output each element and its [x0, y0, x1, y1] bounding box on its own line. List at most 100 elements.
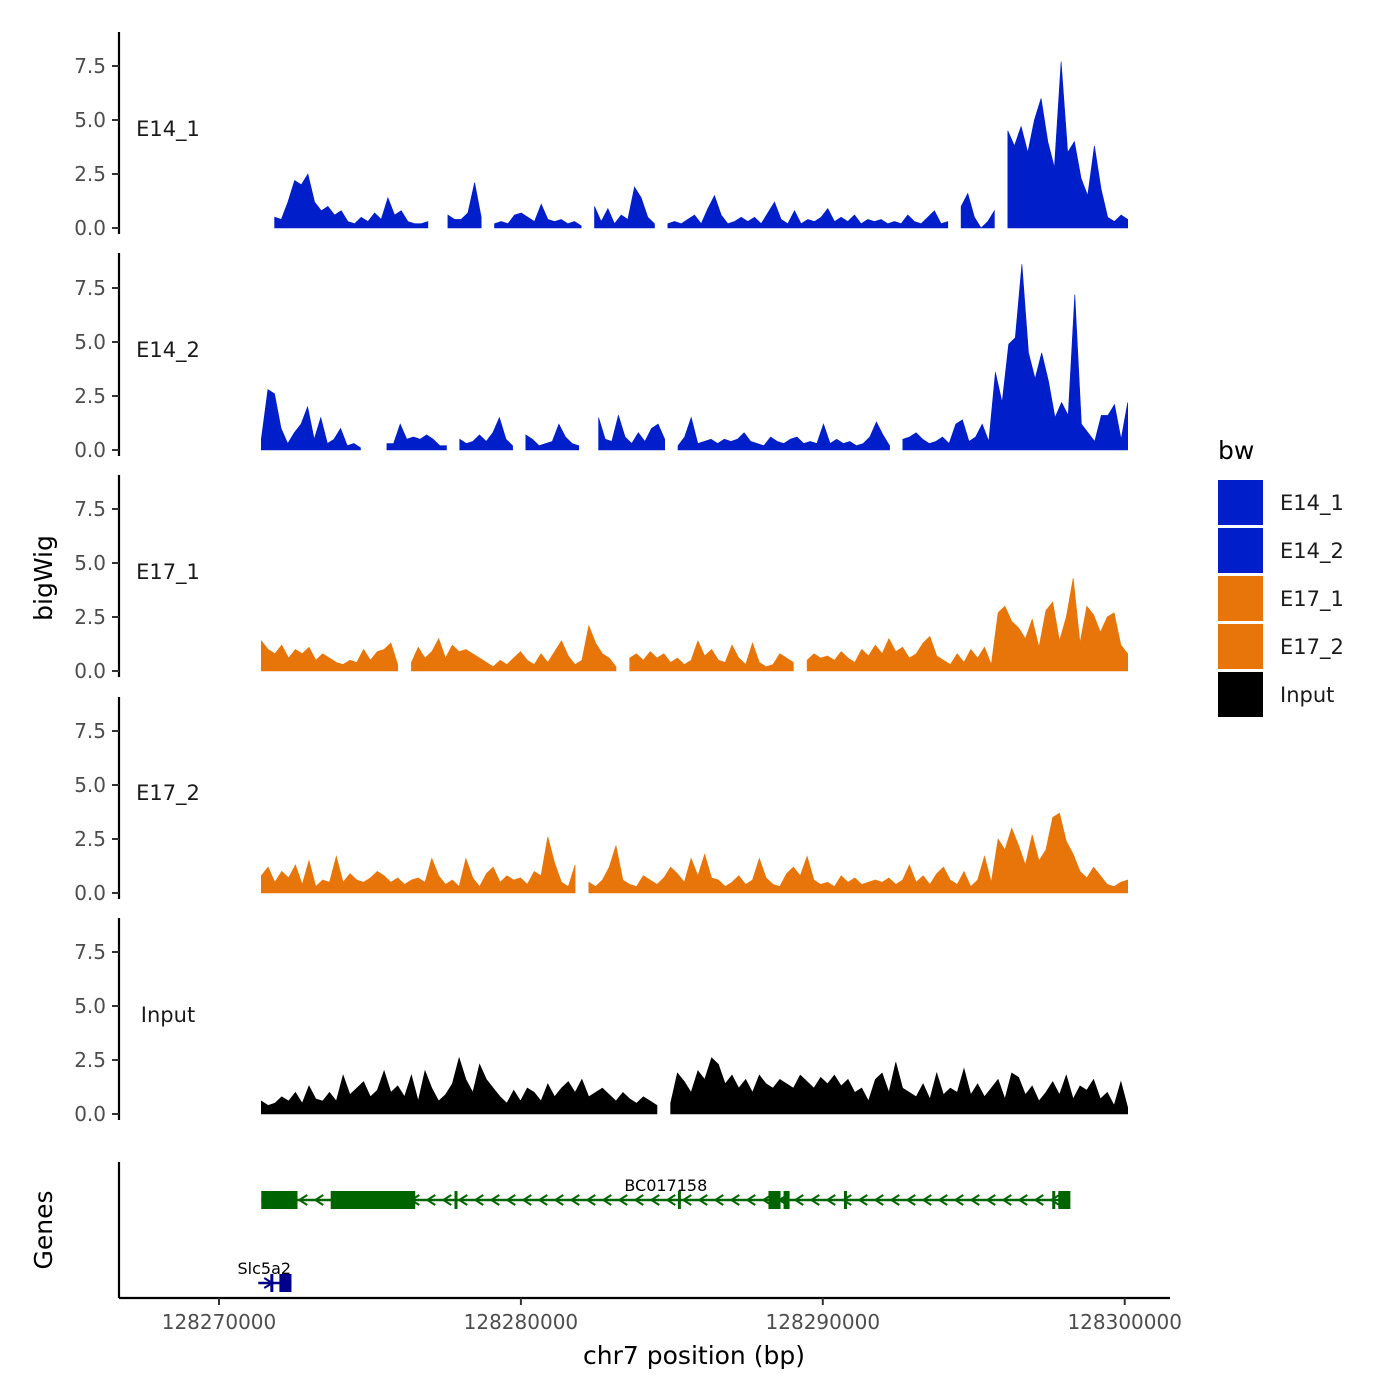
legend-label-Input: Input — [1280, 683, 1334, 707]
gene-exon-BC017158-0 — [261, 1191, 298, 1209]
gene-exon-Slc5a2-1 — [279, 1274, 292, 1292]
gene-strand-arrow-BC017158-21 — [601, 1194, 612, 1206]
y-tick-label-E14_1-2: 5.0 — [74, 108, 106, 132]
gene-strand-arrow-BC017158-38 — [873, 1194, 884, 1206]
gene-exon-Slc5a2-0 — [270, 1274, 274, 1292]
gene-strand-arrow-BC017158-28 — [713, 1194, 724, 1206]
gene-exon-BC017158-4 — [768, 1191, 781, 1209]
track-label-E17_2: E17_2 — [136, 781, 200, 806]
gene-strand-arrow-BC017158-34 — [809, 1194, 820, 1206]
x-tick-label-2: 128290000 — [766, 1310, 881, 1334]
gene-exon-BC017158-1 — [330, 1191, 416, 1209]
gene-label-BC017158: BC017158 — [624, 1176, 707, 1195]
legend-swatch-E17_1 — [1218, 576, 1263, 621]
gene-strand-arrow-BC017158-20 — [585, 1194, 596, 1206]
gene-strand-arrow-BC017158-35 — [825, 1194, 836, 1206]
area-series-E14_1 — [274, 61, 1128, 229]
y-tick-label-E14_1-0: 0.0 — [74, 216, 106, 240]
y-tick-label-E17_1-1: 2.5 — [74, 605, 106, 629]
gene-strand-arrow-BC017158-36 — [841, 1194, 852, 1206]
gene-strand-arrow-BC017158-49 — [1049, 1194, 1060, 1206]
legend-title: bw — [1218, 436, 1254, 465]
gene-strand-arrow-BC017158-40 — [905, 1194, 916, 1206]
gene-strand-arrow-BC017158-43 — [953, 1194, 964, 1206]
gene-strand-arrow-BC017158-48 — [1033, 1194, 1044, 1206]
gene-strand-arrow-BC017158-33 — [793, 1194, 804, 1206]
gene-strand-arrow-BC017158-13 — [473, 1194, 484, 1206]
y-tick-label-Input-1: 2.5 — [74, 1048, 106, 1072]
track-label-E14_2: E14_2 — [136, 338, 200, 363]
area-series-Input — [261, 1056, 1128, 1115]
gene-strand-arrow-BC017158-11 — [441, 1194, 452, 1206]
gene-exon-BC017158-7 — [1052, 1191, 1056, 1209]
y-tick-label-E14_1-3: 7.5 — [74, 54, 106, 78]
gene-strand-arrow-BC017158-44 — [969, 1194, 980, 1206]
gene-strand-arrow-BC017158-39 — [889, 1194, 900, 1206]
track-label-E14_1: E14_1 — [136, 117, 200, 142]
area-series-E17_2 — [261, 812, 1128, 894]
y-tick-label-Input-0: 0.0 — [74, 1102, 106, 1126]
x-tick-label-3: 128300000 — [1067, 1310, 1182, 1334]
y-tick-label-Input-3: 7.5 — [74, 940, 106, 964]
gene-exon-BC017158-3 — [677, 1191, 681, 1209]
legend-swatch-E14_1 — [1218, 480, 1263, 525]
gene-strand-arrow-BC017158-16 — [521, 1194, 532, 1206]
gene-strand-arrow-BC017158-15 — [505, 1194, 516, 1206]
gene-strand-arrow-BC017158-22 — [617, 1194, 628, 1206]
gene-Slc5a2: Slc5a2 — [238, 1259, 292, 1292]
track-E14_1: 0.0 2.5 5.0 7.5 E14_1 — [74, 32, 1128, 240]
gene-strand-arrow-BC017158-12 — [457, 1194, 468, 1206]
gene-strand-arrow-BC017158-41 — [921, 1194, 932, 1206]
legend-swatch-Input — [1218, 672, 1263, 717]
track-E14_2: 0.0 2.5 5.0 7.5 E14_2 — [74, 253, 1128, 462]
track-label-Input: Input — [141, 1003, 195, 1027]
legend-swatch-E14_2 — [1218, 528, 1263, 573]
gene-strand-arrow-BC017158-30 — [745, 1194, 756, 1206]
track-E17_2: 0.0 2.5 5.0 7.5 E17_2 — [74, 697, 1128, 905]
legend-label-E17_1: E17_1 — [1280, 587, 1344, 612]
gene-strand-arrow-BC017158-17 — [537, 1194, 548, 1206]
y-tick-label-E17_2-2: 5.0 — [74, 773, 106, 797]
gene-exon-BC017158-2 — [454, 1191, 458, 1209]
legend-swatch-E17_2 — [1218, 624, 1263, 669]
gene-strand-arrow-BC017158-23 — [633, 1194, 644, 1206]
genes-panel: BC017158 Slc5a2 — [117, 1162, 1071, 1298]
y-axis-title: bigWig — [29, 535, 58, 621]
legend-label-E17_2: E17_2 — [1280, 635, 1344, 660]
gene-strand-arrow-BC017158-29 — [729, 1194, 740, 1206]
genes-axis-title: Genes — [29, 1190, 58, 1269]
y-tick-label-E14_2-1: 2.5 — [74, 384, 106, 408]
y-tick-label-E17_1-0: 0.0 — [74, 659, 106, 683]
y-tick-label-E17_2-0: 0.0 — [74, 881, 106, 905]
area-series-E14_2 — [261, 264, 1128, 451]
gene-strand-arrow-BC017158-2 — [297, 1194, 308, 1206]
area-series-E17_1 — [261, 578, 1128, 672]
y-tick-label-E17_1-3: 7.5 — [74, 497, 106, 521]
y-tick-label-E17_2-1: 2.5 — [74, 827, 106, 851]
track-Input: 0.0 2.5 5.0 7.5 Input — [74, 918, 1128, 1126]
y-tick-label-E14_2-3: 7.5 — [74, 276, 106, 300]
gene-strand-arrow-BC017158-10 — [425, 1194, 436, 1206]
x-axis: 128270000 128280000 128290000 128300000 — [119, 1296, 1182, 1334]
gene-label-Slc5a2: Slc5a2 — [238, 1259, 292, 1278]
gene-strand-arrow-BC017158-46 — [1001, 1194, 1012, 1206]
gene-strand-arrow-BC017158-25 — [665, 1194, 676, 1206]
y-tick-label-E17_1-2: 5.0 — [74, 551, 106, 575]
gene-strand-arrow-BC017158-45 — [985, 1194, 996, 1206]
y-tick-label-E14_2-2: 5.0 — [74, 330, 106, 354]
x-axis-title: chr7 position (bp) — [583, 1341, 805, 1370]
legend: bw E14_1 E14_2 E17_1 E17_2 Input — [1218, 436, 1344, 717]
gene-exon-BC017158-8 — [1058, 1191, 1071, 1209]
y-tick-label-E14_1-1: 2.5 — [74, 162, 106, 186]
gene-strand-arrow-BC017158-24 — [649, 1194, 660, 1206]
gene-strand-arrow-BC017158-47 — [1017, 1194, 1028, 1206]
gene-strand-arrow-BC017158-14 — [489, 1194, 500, 1206]
gene-strand-arrow-BC017158-19 — [569, 1194, 580, 1206]
gene-exon-BC017158-6 — [843, 1191, 847, 1209]
y-tick-label-E14_2-0: 0.0 — [74, 438, 106, 462]
track-label-E17_1: E17_1 — [136, 560, 200, 585]
legend-label-E14_2: E14_2 — [1280, 539, 1344, 564]
track-E17_1: 0.0 2.5 5.0 7.5 E17_1 — [74, 475, 1128, 683]
gene-strand-arrow-BC017158-37 — [857, 1194, 868, 1206]
